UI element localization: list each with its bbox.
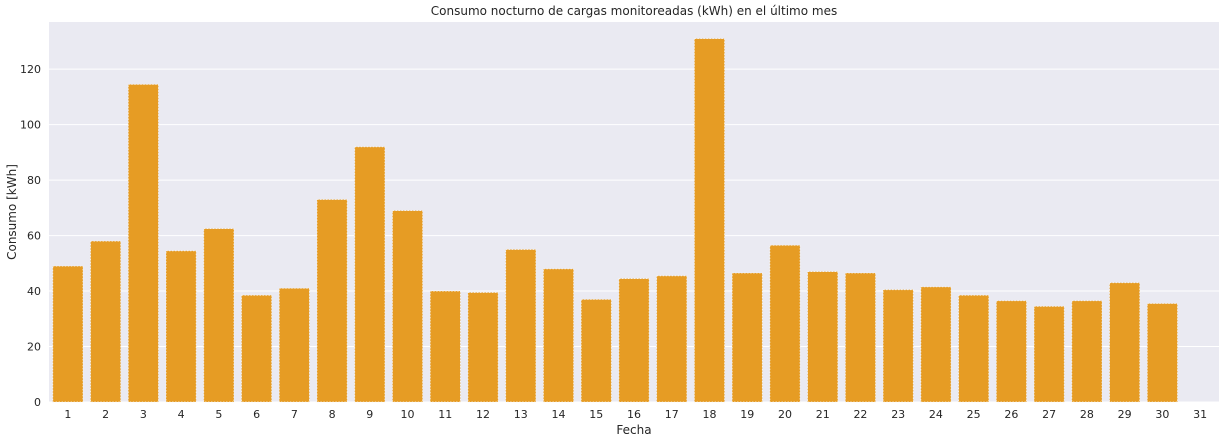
y-axis-label: Consumo [kWh] [5, 164, 19, 260]
bar-day-29 [1109, 282, 1141, 403]
y-tick-label: 120 [20, 63, 41, 76]
x-tick-label: 11 [438, 408, 452, 421]
bar-day-24 [920, 286, 952, 403]
x-tick-label: 26 [1004, 408, 1018, 421]
bar-day-19 [731, 272, 763, 403]
bar-day-17 [656, 275, 688, 403]
x-tick-label: 22 [853, 408, 867, 421]
x-tick-label: 20 [778, 408, 792, 421]
bar-day-11 [429, 290, 461, 403]
bars [52, 38, 1178, 403]
y-tick-labels: 0 20 40 60 80 100 120 [20, 63, 41, 409]
x-tick-label: 31 [1193, 408, 1207, 421]
bar-day-28 [1071, 300, 1103, 403]
bar-day-5 [203, 228, 235, 403]
x-tick-label: 16 [627, 408, 641, 421]
x-tick-label: 28 [1080, 408, 1094, 421]
bar-day-3 [127, 84, 159, 403]
x-tick-label: 29 [1118, 408, 1132, 421]
x-tick-label: 3 [140, 408, 147, 421]
x-tick-label: 5 [215, 408, 222, 421]
x-tick-label: 27 [1042, 408, 1056, 421]
bar-day-8 [316, 199, 348, 403]
y-tick-label: 60 [27, 230, 41, 243]
x-tick-label: 13 [514, 408, 528, 421]
y-tick-label: 100 [20, 119, 41, 132]
x-tick-label: 7 [291, 408, 298, 421]
bar-day-27 [1033, 305, 1065, 403]
chart-title: Consumo nocturno de cargas monitoreadas … [431, 4, 837, 18]
bar-day-13 [505, 249, 537, 403]
x-tick-label: 30 [1155, 408, 1169, 421]
bar-day-25 [958, 294, 990, 403]
x-tick-label: 8 [329, 408, 336, 421]
bar-day-16 [618, 278, 650, 403]
bar-day-12 [467, 292, 499, 403]
x-axis-label: Fecha [616, 423, 651, 437]
x-tick-label: 21 [816, 408, 830, 421]
x-tick-label: 15 [589, 408, 603, 421]
bar-day-1 [52, 265, 84, 403]
bar-day-6 [241, 294, 273, 403]
x-tick-label: 23 [891, 408, 905, 421]
x-tick-label: 2 [102, 408, 109, 421]
x-tick-labels: 1 2 3 4 5 6 7 8 9 10 11 12 13 14 15 16 17 18 19 20 21 22 23 24 2… [64, 408, 1207, 421]
bar-day-10 [392, 210, 424, 403]
x-tick-label: 6 [253, 408, 260, 421]
x-tick-label: 4 [178, 408, 185, 421]
x-tick-label: 9 [366, 408, 373, 421]
bar-day-21 [807, 271, 839, 403]
y-tick-label: 40 [27, 285, 41, 298]
y-tick-label: 20 [27, 341, 41, 354]
y-tick-label: 0 [34, 396, 41, 409]
x-tick-label: 10 [401, 408, 415, 421]
x-tick-label: 18 [702, 408, 716, 421]
bar-day-22 [844, 272, 876, 403]
bar-day-30 [1146, 303, 1178, 403]
x-tick-label: 19 [740, 408, 754, 421]
bar-day-9 [354, 146, 386, 403]
bar-day-4 [165, 250, 197, 403]
bar-day-15 [580, 298, 612, 403]
bar-day-2 [90, 240, 122, 403]
x-tick-label: 24 [929, 408, 943, 421]
y-tick-label: 80 [27, 174, 41, 187]
x-tick-label: 1 [64, 408, 71, 421]
bar-day-18 [693, 38, 725, 403]
x-tick-label: 14 [552, 408, 566, 421]
bar-day-14 [543, 268, 575, 403]
bar-day-20 [769, 244, 801, 403]
x-tick-label: 12 [476, 408, 490, 421]
x-tick-label: 17 [665, 408, 679, 421]
bar-day-7 [278, 287, 310, 403]
bar-day-23 [882, 289, 914, 403]
x-tick-label: 25 [967, 408, 981, 421]
bar-day-26 [995, 300, 1027, 403]
